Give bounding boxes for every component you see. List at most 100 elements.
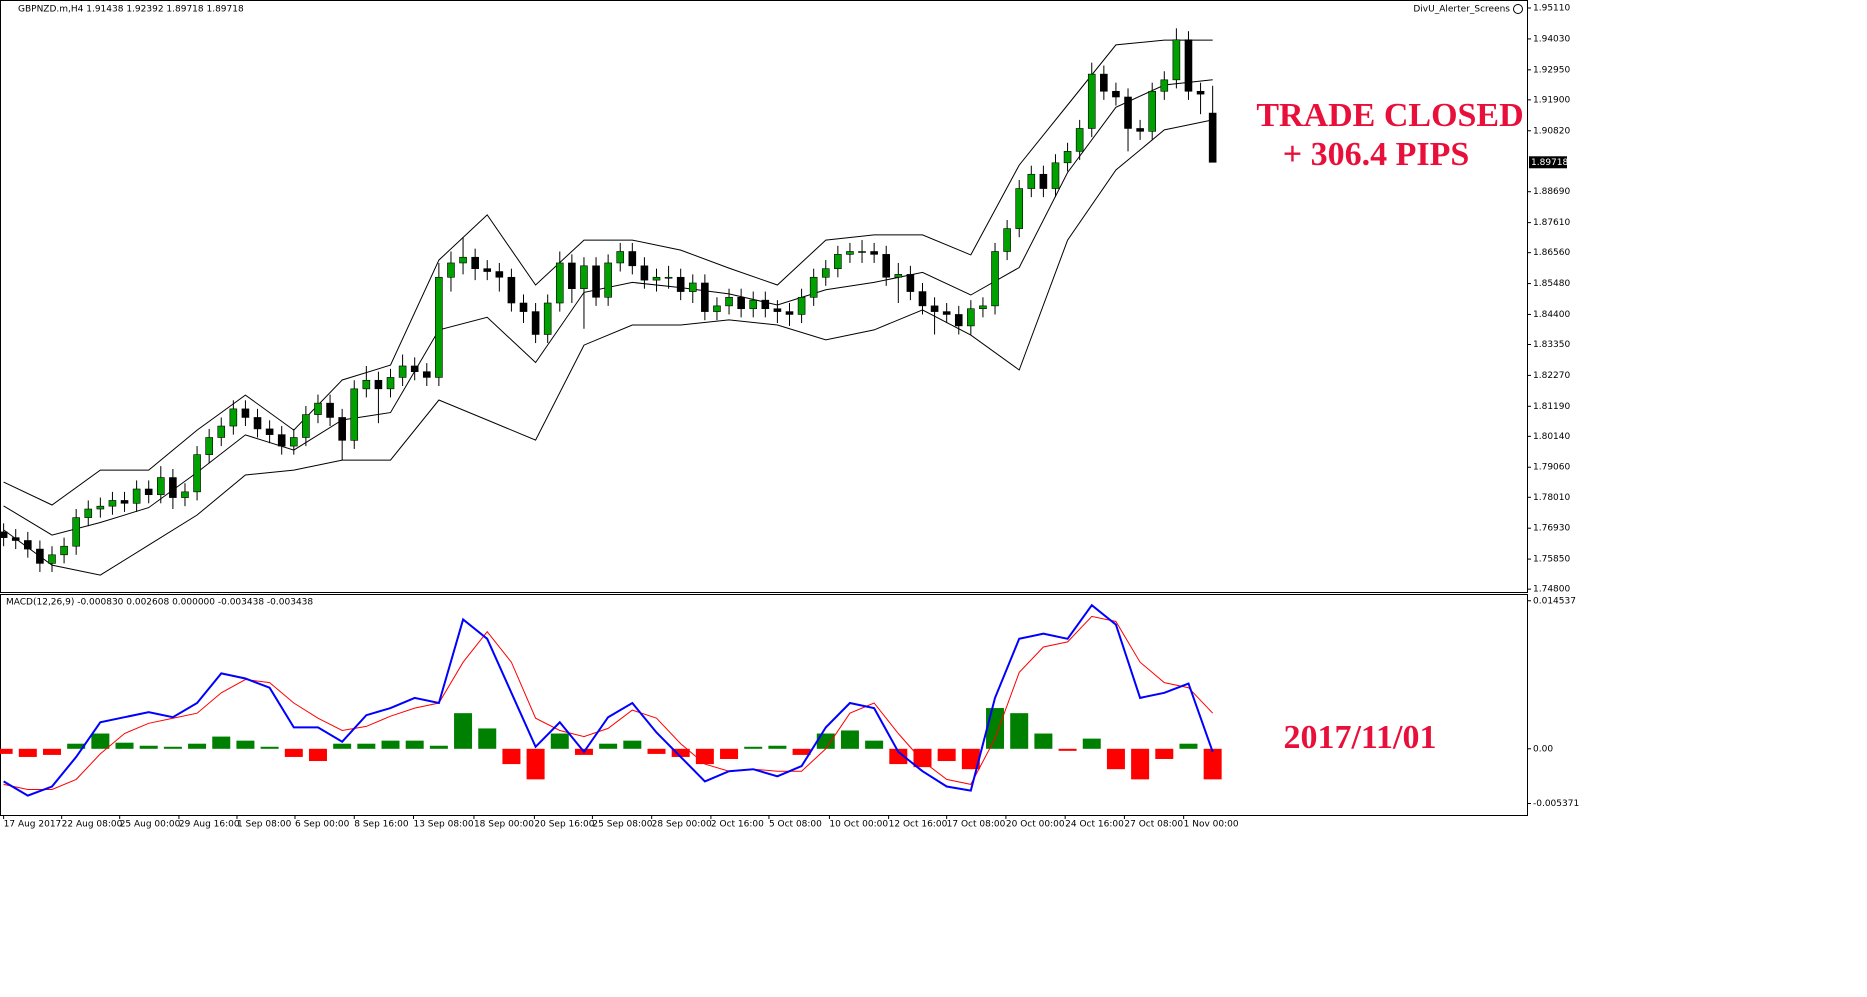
candle-body — [181, 491, 189, 498]
candle-body — [302, 414, 310, 438]
candle-body — [253, 417, 262, 430]
candle-body — [241, 408, 250, 418]
candle-body — [870, 251, 878, 255]
candle-body — [785, 311, 794, 315]
candle-body — [374, 379, 383, 390]
x-tick-label: 17 Aug 2017 — [4, 820, 62, 830]
expert-name: DivU_Alerter_Screens — [1413, 5, 1510, 15]
candle-body — [676, 276, 685, 292]
candle-body — [568, 262, 576, 290]
candle-body — [616, 251, 625, 264]
pips: + 306.4 PIPS — [1283, 136, 1470, 173]
x-tick-label: 29 Aug 16:00 — [179, 820, 240, 830]
x-tick-label: 27 Oct 08:00 — [1124, 820, 1183, 830]
candle-body — [72, 517, 80, 547]
candle-body — [773, 308, 782, 312]
x-tick-label: 1 Nov 00:00 — [1184, 820, 1239, 830]
candle-body — [132, 488, 141, 504]
histogram-bar — [986, 708, 1005, 749]
histogram-bar — [91, 733, 110, 749]
x-tick-label: 6 Sep 00:00 — [295, 820, 350, 830]
candle-body — [495, 271, 504, 278]
y-tick-label: 1.81190 — [1533, 402, 1570, 412]
candle-body — [1112, 90, 1120, 98]
y-tick-label: 1.87610 — [1533, 218, 1570, 228]
candle-body — [362, 379, 371, 390]
histogram-bar — [0, 748, 13, 754]
candle-body — [277, 434, 286, 447]
expert-icon — [1513, 4, 1523, 14]
x-tick-label: 24 Oct 16:00 — [1065, 820, 1124, 830]
histogram-bar — [1203, 748, 1222, 780]
x-tick-label: 25 Aug 00:00 — [120, 820, 181, 830]
candle-body — [543, 302, 552, 335]
candle-body — [906, 274, 915, 292]
bollinger-lower — [3, 119, 1213, 576]
histogram-bar — [333, 743, 352, 749]
x-tick-label: 20 Oct 00:00 — [1006, 820, 1065, 830]
histogram-bar — [115, 742, 134, 749]
candle-body — [749, 299, 758, 310]
candle-body — [555, 262, 564, 304]
histogram-bar — [1058, 748, 1077, 751]
candle-body — [410, 365, 419, 372]
x-tick-label: 17 Oct 08:00 — [947, 820, 1006, 830]
histogram-bar — [599, 743, 618, 749]
candle-body — [471, 256, 479, 269]
histogram-bar — [695, 748, 714, 765]
candle-body — [193, 454, 201, 493]
histogram-bar — [42, 748, 61, 755]
histogram-bar — [720, 748, 739, 759]
y-tick-label: 1.91900 — [1533, 95, 1570, 105]
y-tick-label: 1.84400 — [1533, 310, 1570, 320]
candle-body — [979, 305, 987, 310]
candle-body — [918, 291, 927, 307]
date-annotation: 2017/11/01 — [1283, 719, 1436, 756]
y-tick-label: 1.83350 — [1533, 340, 1570, 350]
candle-body — [459, 256, 467, 264]
candle-body — [628, 251, 637, 267]
last-price-box — [1529, 156, 1567, 169]
candle-body — [664, 276, 673, 279]
y-tick-label: 1.80140 — [1533, 432, 1570, 442]
y-tick-label: 1.75850 — [1533, 555, 1570, 565]
candle-body — [580, 265, 588, 290]
candle-body — [0, 531, 8, 538]
candle-body — [1136, 128, 1144, 132]
candle-body — [350, 388, 359, 441]
candle-body — [531, 311, 540, 335]
candle-body — [1087, 73, 1096, 129]
x-tick-label: 13 Sep 08:00 — [413, 820, 473, 830]
histogram-bar — [284, 748, 303, 757]
candle-body — [1160, 79, 1169, 92]
candle-body — [289, 437, 298, 447]
candle-body — [858, 251, 866, 253]
histogram-bar — [865, 740, 884, 749]
candle-body — [942, 311, 951, 315]
candle-body — [229, 408, 238, 427]
candle-body — [157, 477, 165, 496]
y-tick-label: 1.82270 — [1533, 371, 1570, 381]
y-tick-label: 1.92950 — [1533, 65, 1570, 75]
macd-panel — [0, 594, 1528, 816]
y-tick-label: 0.00 — [1533, 744, 1553, 754]
histogram-bar — [889, 748, 908, 765]
candle-body — [120, 500, 129, 504]
y-tick-label: 1.86560 — [1533, 248, 1570, 258]
histogram-bar — [67, 743, 86, 749]
histogram-bar — [792, 748, 811, 755]
histogram-bar — [913, 748, 932, 768]
candle-body — [797, 296, 806, 315]
candle-body — [1075, 128, 1084, 152]
histogram-bar — [1131, 748, 1150, 780]
histogram-bar — [429, 745, 448, 749]
histogram-bar — [961, 748, 980, 770]
candle-body — [991, 251, 999, 307]
histogram-bar — [18, 748, 37, 757]
candle-body — [265, 428, 274, 435]
macd-signal — [3, 615, 1214, 790]
symbol-info: GBPNZD.m,H4 1.91438 1.92392 1.89718 1.89… — [18, 5, 244, 15]
candle-body — [894, 274, 903, 278]
histogram-bar — [671, 748, 690, 757]
